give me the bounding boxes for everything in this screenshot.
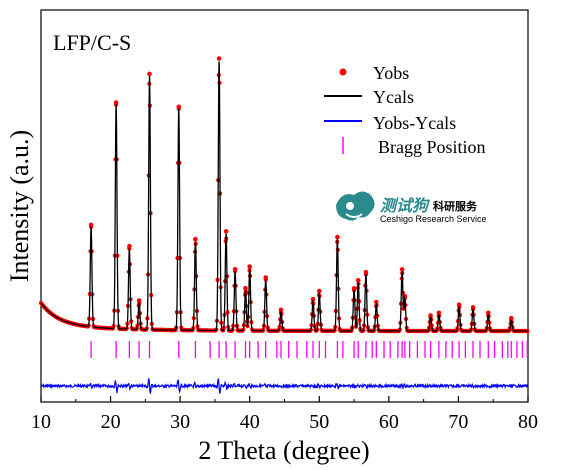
yobs-peak-point — [456, 302, 462, 308]
curves-layer — [38, 56, 530, 395]
yobs-peak-point — [243, 285, 248, 291]
yobs-ycals-line — [40, 378, 529, 395]
yobs-peak-point — [486, 310, 491, 316]
yobs-peak-point — [232, 266, 238, 272]
yobs-peak-point — [317, 288, 322, 294]
legend-bragg-label: Bragg Position — [378, 137, 486, 157]
x-tick-label: 50 — [309, 411, 329, 433]
yobs-peak-point — [247, 264, 252, 269]
yobs-peak-point — [399, 267, 405, 272]
yobs-peak-point — [355, 278, 361, 283]
x-tick-label: 20 — [101, 411, 121, 433]
yobs-peak-point — [436, 310, 442, 316]
x-tick-label: 10 — [31, 411, 51, 433]
yobs-peak-point — [428, 313, 433, 318]
x-tick-label: 30 — [170, 411, 190, 433]
yobs-peak-point — [335, 234, 340, 240]
yobs-peak-point — [88, 222, 94, 228]
watermark: ® 测试狗 科研服务 Ceshigo Research Service — [336, 191, 487, 224]
x-tick-label: 40 — [240, 411, 260, 433]
yobs-peak-point — [136, 298, 142, 303]
x-tick-label: 70 — [448, 411, 468, 433]
legend-ycals-label: Ycals — [373, 87, 414, 107]
yobs-peak-point — [176, 104, 182, 110]
legend: Yobs Ycals Yobs-Ycals Bragg Position — [324, 63, 486, 157]
legend-yobs-label: Yobs — [373, 63, 409, 83]
bragg-ticks-layer — [90, 341, 528, 358]
yobs-peak-point — [127, 243, 132, 249]
ycals-line — [40, 61, 528, 332]
yobs-peak-point — [310, 296, 316, 302]
x-axis-label: 2 Theta (degree) — [198, 436, 369, 465]
watermark-brand-en: Ceshigo Research Service — [380, 214, 487, 224]
watermark-brand-cn: 测试狗 — [380, 196, 431, 215]
yobs-series — [38, 56, 530, 334]
yobs-peak-point — [193, 236, 198, 242]
panel-label: LFP/C-S — [53, 30, 131, 55]
yobs-peak-point — [402, 294, 408, 299]
yobs-peak-point — [147, 71, 152, 77]
x-tick-label: 80 — [518, 411, 538, 433]
yobs-peak-point — [216, 56, 222, 61]
yobs-peak-point — [223, 229, 229, 234]
yobs-peak-point — [363, 269, 369, 275]
legend-yobs-marker — [339, 68, 347, 76]
watermark-logo-icon — [336, 191, 375, 221]
x-axis: 10 20 30 40 50 60 70 80 — [31, 396, 538, 433]
yobs-peak-point — [263, 275, 269, 280]
legend-diff-label: Yobs-Ycals — [373, 113, 456, 133]
yobs-peak-point — [374, 299, 379, 305]
yobs-peak-point — [278, 307, 284, 313]
x-tick-label: 60 — [379, 411, 399, 433]
watermark-registered: ® — [366, 192, 372, 201]
yobs-peak-point — [509, 315, 514, 321]
watermark-service-cn: 科研服务 — [433, 199, 478, 213]
yobs-peak-point — [113, 100, 119, 105]
yobs-peak-point — [351, 286, 357, 291]
y-axis-label: Intensity (a.u.) — [5, 130, 34, 282]
